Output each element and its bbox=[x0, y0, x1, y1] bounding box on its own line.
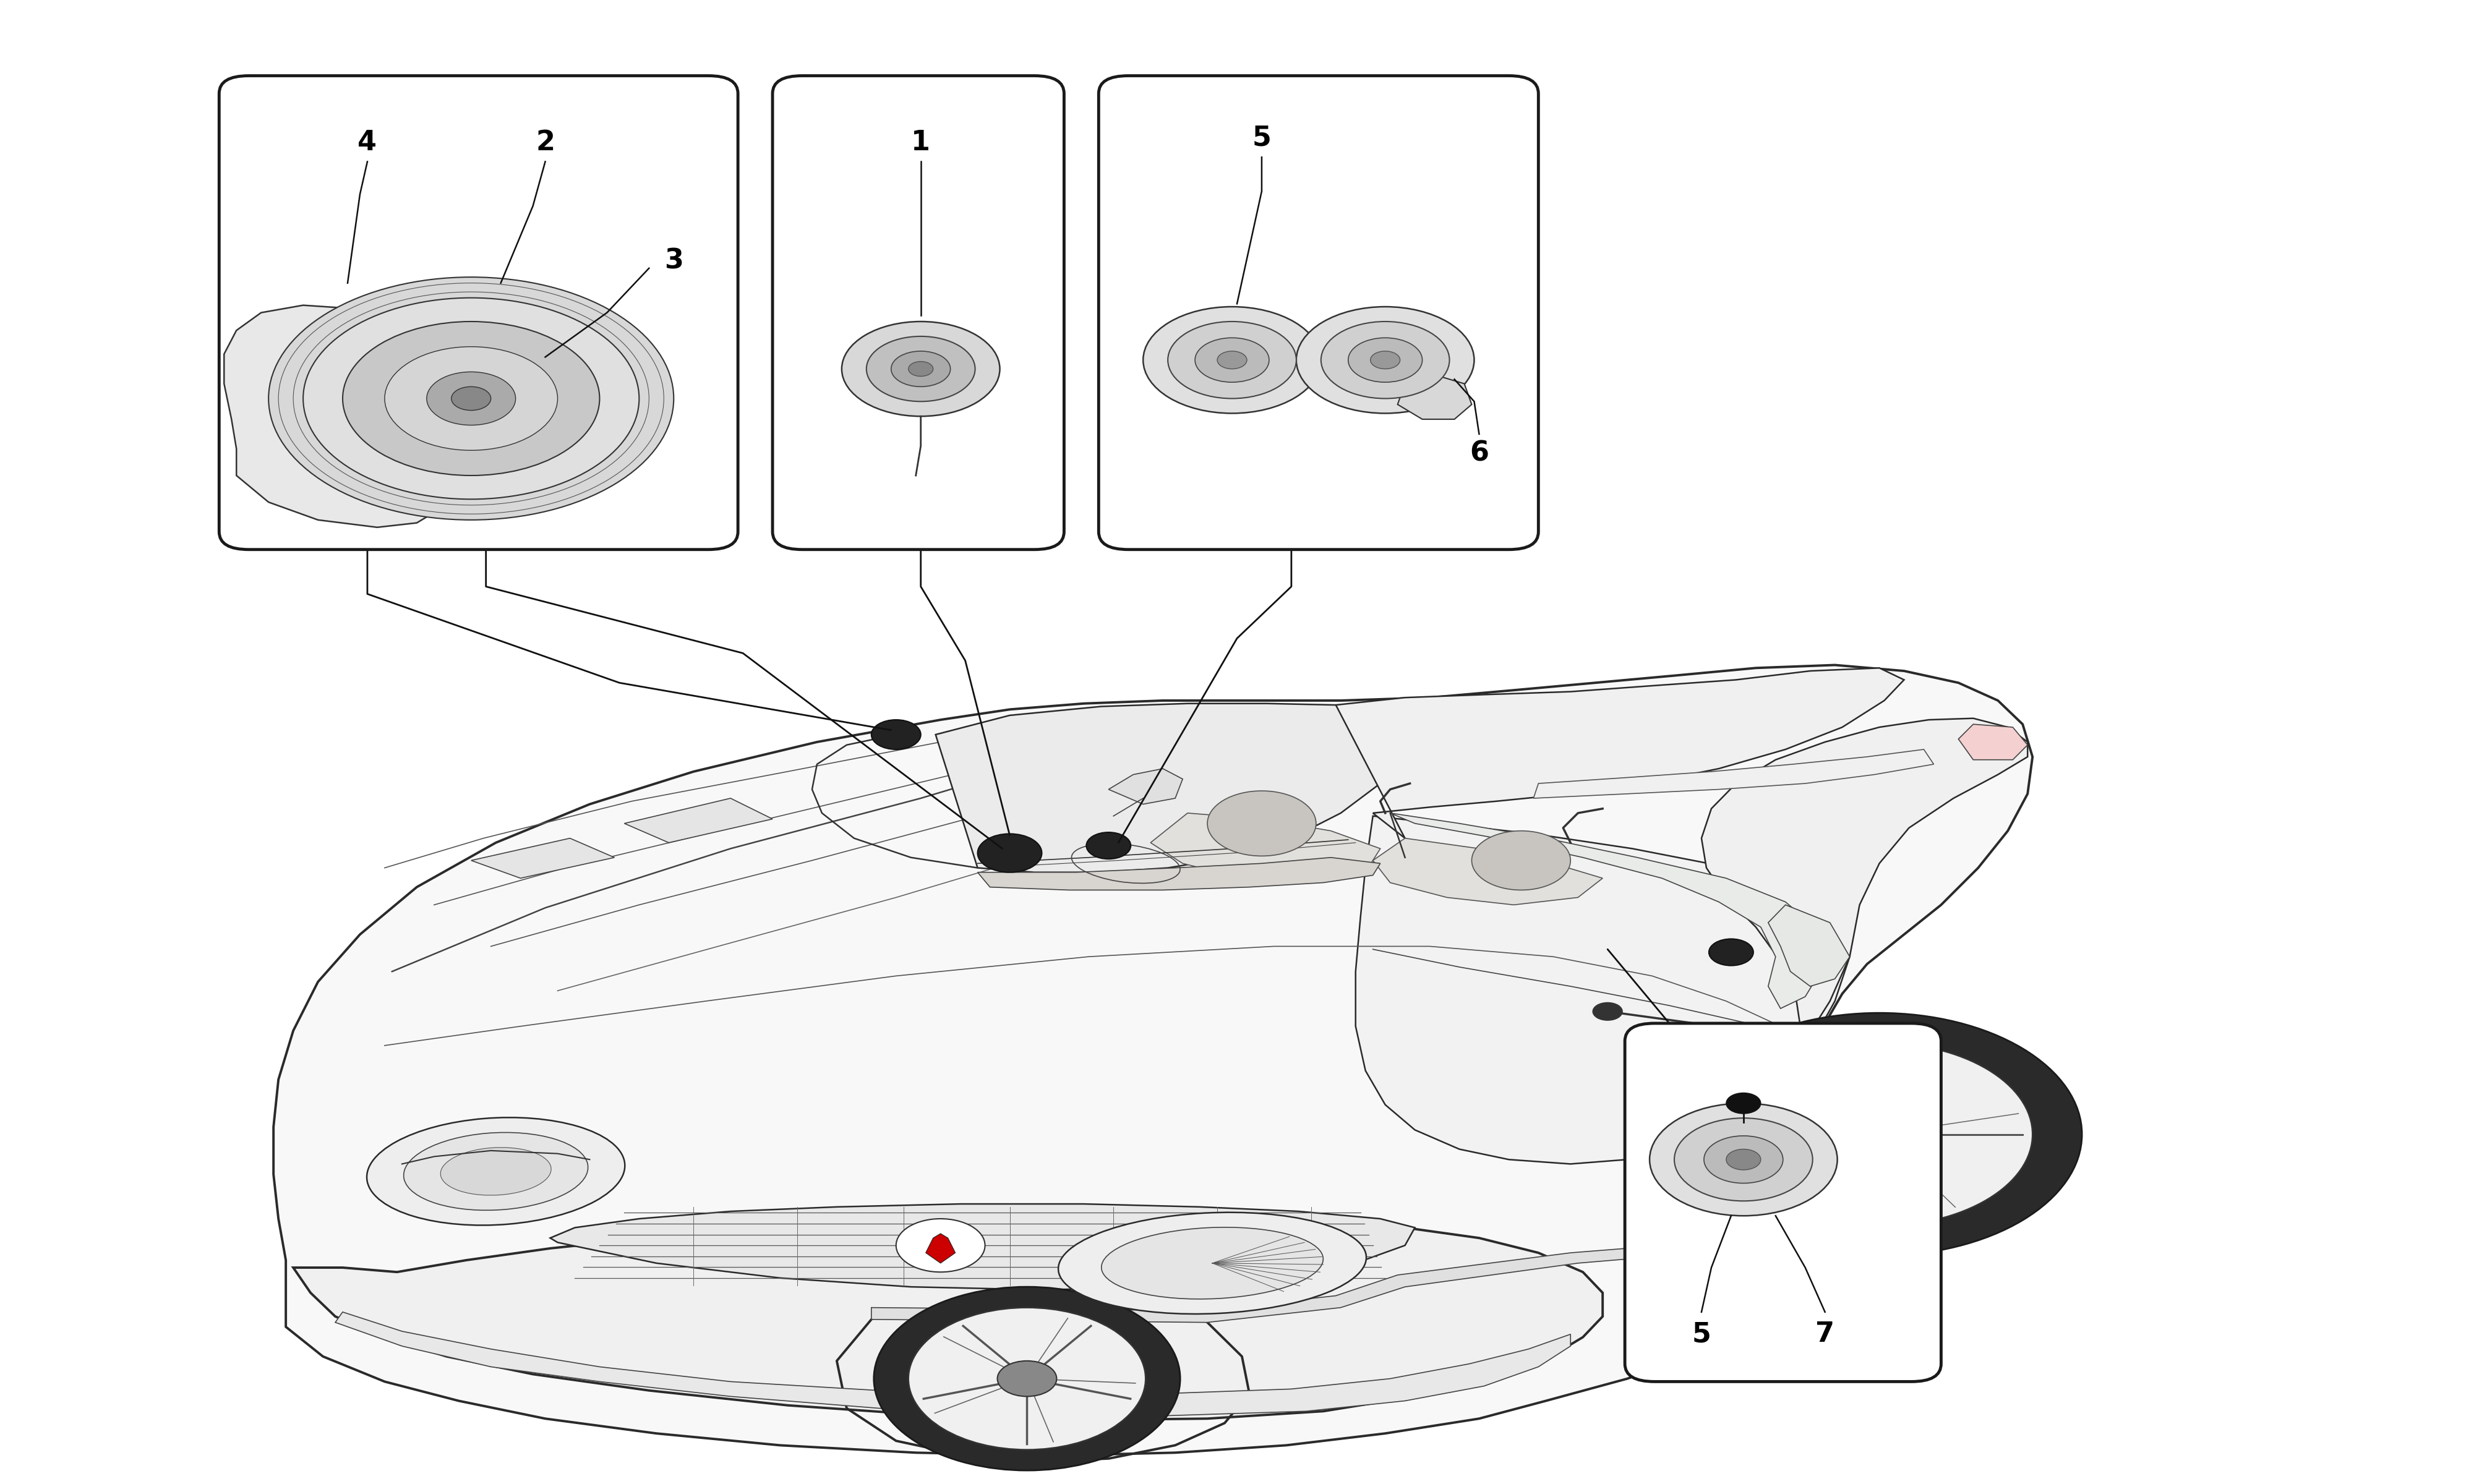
Polygon shape bbox=[935, 703, 1415, 873]
Circle shape bbox=[1143, 307, 1321, 414]
FancyBboxPatch shape bbox=[1098, 76, 1539, 549]
Circle shape bbox=[1195, 338, 1269, 383]
Polygon shape bbox=[1150, 813, 1380, 883]
FancyBboxPatch shape bbox=[220, 76, 737, 549]
Circle shape bbox=[1086, 833, 1131, 859]
Polygon shape bbox=[1769, 905, 1851, 987]
Polygon shape bbox=[1398, 375, 1472, 420]
Text: 1: 1 bbox=[910, 129, 930, 156]
Text: 5: 5 bbox=[1692, 1321, 1712, 1347]
FancyBboxPatch shape bbox=[1625, 1024, 1942, 1382]
Circle shape bbox=[1727, 1043, 2034, 1226]
Ellipse shape bbox=[366, 1117, 626, 1226]
Polygon shape bbox=[1534, 749, 1935, 798]
Circle shape bbox=[908, 362, 933, 377]
Circle shape bbox=[997, 1361, 1056, 1396]
Circle shape bbox=[891, 352, 950, 387]
Polygon shape bbox=[225, 306, 440, 527]
Circle shape bbox=[841, 322, 999, 417]
Polygon shape bbox=[977, 858, 1380, 890]
Polygon shape bbox=[925, 1233, 955, 1263]
Polygon shape bbox=[1373, 838, 1603, 905]
Circle shape bbox=[383, 347, 557, 450]
Circle shape bbox=[1650, 1103, 1838, 1215]
Circle shape bbox=[866, 337, 975, 402]
Polygon shape bbox=[1108, 769, 1183, 804]
Circle shape bbox=[1296, 307, 1475, 414]
Polygon shape bbox=[1336, 668, 1905, 858]
Circle shape bbox=[1217, 352, 1247, 370]
Circle shape bbox=[1727, 1092, 1761, 1113]
Circle shape bbox=[1846, 1113, 1915, 1155]
FancyBboxPatch shape bbox=[772, 76, 1064, 549]
Text: 4: 4 bbox=[359, 129, 376, 156]
Circle shape bbox=[344, 322, 599, 475]
Circle shape bbox=[908, 1307, 1145, 1450]
Polygon shape bbox=[336, 1312, 1571, 1416]
Text: 6: 6 bbox=[1470, 439, 1489, 466]
Circle shape bbox=[977, 834, 1042, 873]
Circle shape bbox=[426, 372, 515, 424]
Circle shape bbox=[1675, 1117, 1813, 1201]
Circle shape bbox=[1168, 322, 1296, 399]
Ellipse shape bbox=[403, 1132, 589, 1211]
Polygon shape bbox=[294, 1215, 1603, 1420]
Circle shape bbox=[304, 298, 638, 499]
Ellipse shape bbox=[1101, 1227, 1324, 1298]
Text: 7: 7 bbox=[1816, 1321, 1836, 1347]
Polygon shape bbox=[549, 1204, 1415, 1290]
Ellipse shape bbox=[440, 1147, 552, 1195]
Polygon shape bbox=[1356, 816, 1851, 1163]
Circle shape bbox=[1727, 1149, 1761, 1169]
Polygon shape bbox=[871, 1242, 1702, 1322]
Circle shape bbox=[1371, 352, 1400, 370]
Circle shape bbox=[871, 720, 920, 749]
Text: 3: 3 bbox=[663, 248, 683, 275]
Text: 5: 5 bbox=[1252, 125, 1272, 151]
Polygon shape bbox=[1390, 813, 1826, 1009]
Text: 2: 2 bbox=[537, 129, 554, 156]
Circle shape bbox=[1677, 1014, 2083, 1255]
Polygon shape bbox=[470, 838, 614, 879]
Ellipse shape bbox=[1059, 1212, 1366, 1313]
Polygon shape bbox=[1959, 724, 2029, 760]
Polygon shape bbox=[1702, 718, 2029, 1057]
Circle shape bbox=[1321, 322, 1450, 399]
Circle shape bbox=[896, 1218, 985, 1272]
Circle shape bbox=[270, 278, 673, 519]
Polygon shape bbox=[1670, 1061, 2019, 1251]
Polygon shape bbox=[275, 665, 2034, 1456]
Circle shape bbox=[450, 387, 490, 411]
Circle shape bbox=[1705, 1135, 1784, 1183]
Circle shape bbox=[1207, 791, 1316, 856]
Circle shape bbox=[1593, 1003, 1623, 1021]
Circle shape bbox=[1710, 939, 1754, 966]
Circle shape bbox=[1472, 831, 1571, 890]
Polygon shape bbox=[623, 798, 772, 843]
Circle shape bbox=[873, 1287, 1180, 1471]
Circle shape bbox=[1348, 338, 1423, 383]
